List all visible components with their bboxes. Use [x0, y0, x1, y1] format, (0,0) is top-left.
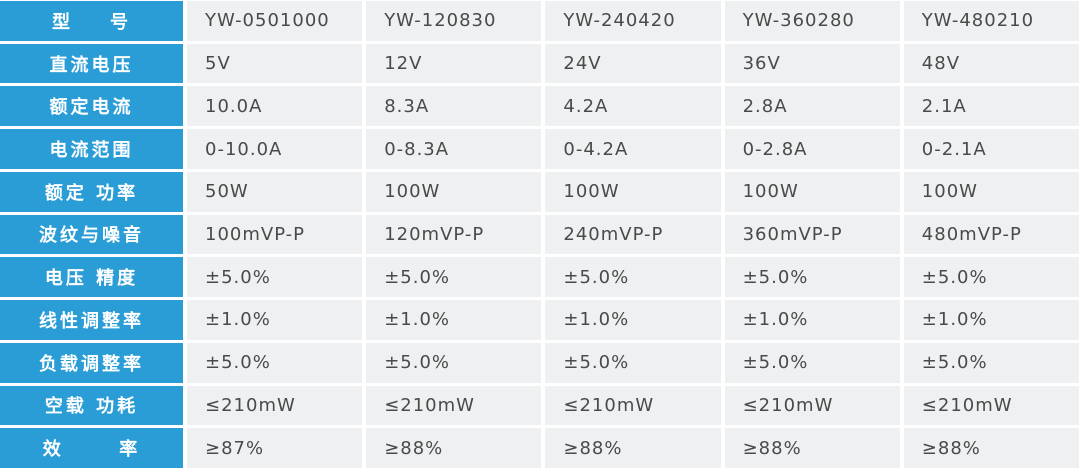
row-header: 电压 精度 [0, 257, 183, 298]
row-header: 波纹与噪音 [0, 214, 183, 255]
table-cell: ≤210mW [366, 385, 542, 426]
table-cell: ±5.0% [187, 257, 363, 298]
table-cell: ≤210mW [903, 385, 1079, 426]
table-cell: YW-240420 [545, 1, 721, 41]
table-cell: 0-2.1A [903, 129, 1079, 169]
table-cell: 0-10.0A [187, 129, 363, 169]
table-cell: ≥87% [187, 428, 363, 468]
table-cell: 36V [724, 43, 900, 84]
table-cell: ±1.0% [903, 300, 1079, 340]
table-cell: ≥88% [724, 428, 900, 468]
row-header: 型 号 [0, 1, 183, 41]
row-header: 空载 功耗 [0, 385, 183, 426]
table-cell: 2.8A [724, 86, 900, 127]
table-cell: 0-8.3A [366, 129, 542, 169]
table-cell: 12V [366, 43, 542, 84]
table-cell: 4.2A [545, 86, 721, 127]
table-cell: YW-0501000 [187, 1, 363, 41]
row-header: 额定 功率 [0, 171, 183, 212]
table-cell: 0-2.8A [724, 129, 900, 169]
table-cell: 5V [187, 43, 363, 84]
table-cell: 0-4.2A [545, 129, 721, 169]
table-cell: ±5.0% [545, 342, 721, 383]
table-cell: ±5.0% [724, 257, 900, 298]
table-cell: 50W [187, 171, 363, 212]
table-cell: 10.0A [187, 86, 363, 127]
table-cell: 2.1A [903, 86, 1079, 127]
table-cell: ≤210mW [187, 385, 363, 426]
table-cell: ±5.0% [903, 257, 1079, 298]
table-cell: 480mVP-P [903, 214, 1079, 255]
table-cell: ±1.0% [366, 300, 542, 340]
table-cell: ±5.0% [366, 257, 542, 298]
table-cell: 100W [545, 171, 721, 212]
table-cell: 8.3A [366, 86, 542, 127]
table-cell: ≥88% [545, 428, 721, 468]
table-cell: 100mVP-P [187, 214, 363, 255]
table-cell: ±5.0% [366, 342, 542, 383]
table-cell: ±1.0% [545, 300, 721, 340]
row-header: 额定电流 [0, 86, 183, 127]
table-cell: ±5.0% [903, 342, 1079, 383]
table-cell: ≤210mW [545, 385, 721, 426]
row-header: 效 率 [0, 428, 183, 468]
row-header: 电流范围 [0, 129, 183, 169]
table-cell: 240mVP-P [545, 214, 721, 255]
table-cell: ≤210mW [724, 385, 900, 426]
table-cell: ±5.0% [545, 257, 721, 298]
table-cell: YW-480210 [903, 1, 1079, 41]
table-cell: 120mVP-P [366, 214, 542, 255]
row-header: 线性调整率 [0, 300, 183, 340]
table-cell: ±5.0% [187, 342, 363, 383]
table-cell: ±1.0% [724, 300, 900, 340]
table-cell: 360mVP-P [724, 214, 900, 255]
table-cell: 48V [903, 43, 1079, 84]
table-cell: 24V [545, 43, 721, 84]
table-cell: YW-360280 [724, 1, 900, 41]
table-cell: ≥88% [903, 428, 1079, 468]
table-cell: 100W [903, 171, 1079, 212]
row-header: 直流电压 [0, 43, 183, 84]
table-cell: ±5.0% [724, 342, 900, 383]
table-cell: ≥88% [366, 428, 542, 468]
table-cell: 100W [366, 171, 542, 212]
row-header: 负载调整率 [0, 342, 183, 383]
table-cell: 100W [724, 171, 900, 212]
table-cell: ±1.0% [187, 300, 363, 340]
table-cell: YW-120830 [366, 1, 542, 41]
